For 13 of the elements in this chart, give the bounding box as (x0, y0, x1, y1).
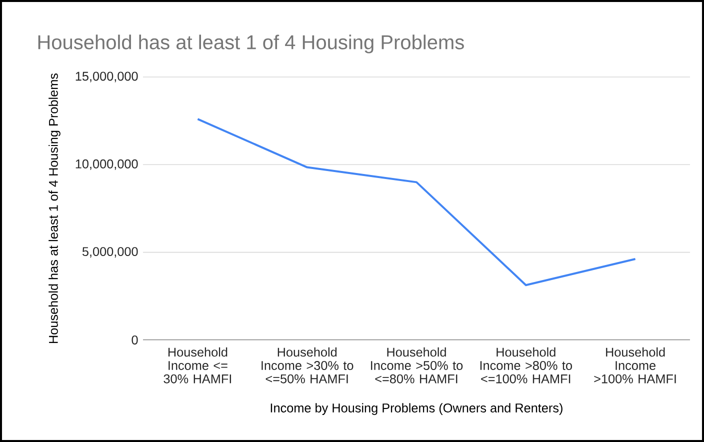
x-tick-label: Household Income >30% to <=50% HAMFI (262, 347, 354, 384)
x-axis-title: Income by Housing Problems (Owners and Renters) (270, 403, 562, 415)
y-axis-title: Household has at least 1 of 4 Housing Problems (48, 73, 60, 343)
y-tick-label: 10,000,000 (76, 159, 138, 170)
chart-title: Household has at least 1 of 4 Housing Problems (38, 34, 464, 54)
line-series (196, 118, 636, 286)
y-tick-label: 5,000,000 (82, 247, 138, 258)
x-tick-label: Household Income >80% to <=100% HAMFI (480, 347, 572, 384)
x-tick-label: Household Income >50% to <=80% HAMFI (371, 347, 463, 384)
x-tick-label: Household Income >100% HAMFI (594, 347, 676, 384)
y-tick-label: 15,000,000 (76, 72, 138, 82)
x-tick-label: Household Income <= 30% HAMFI (164, 347, 232, 384)
y-tick-label: 0 (132, 336, 138, 344)
